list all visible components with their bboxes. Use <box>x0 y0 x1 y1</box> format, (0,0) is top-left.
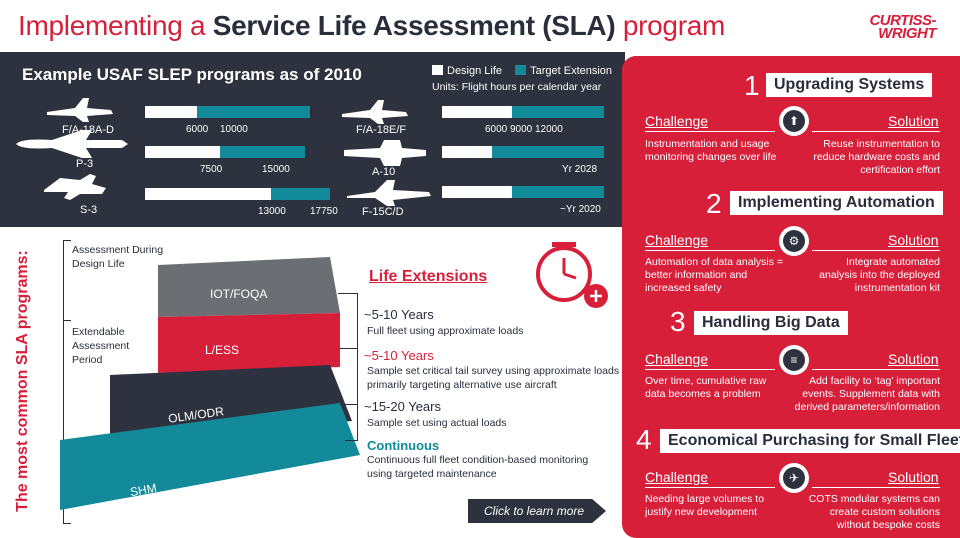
gears-icon: ⚙ <box>779 226 809 256</box>
life-extensions-title: Life Extensions <box>369 268 488 285</box>
challenge-text: Over time, cumulative raw data becomes a… <box>645 375 767 400</box>
program-label: P-3 <box>76 158 94 170</box>
challenge-text: Needing large volumes to justify new dev… <box>645 493 765 518</box>
tick-label: 10000 <box>220 124 248 135</box>
database-icon: ≡ <box>779 345 809 375</box>
clock-icon <box>536 242 608 308</box>
curtiss-wright-logo[interactable]: CURTISS- WRIGHT <box>869 12 936 42</box>
ext-years: ~15-20 Years <box>364 399 441 414</box>
block-less: L/ESS <box>205 343 240 357</box>
connector <box>340 404 358 405</box>
legend-target-swatch <box>515 65 527 75</box>
connector-vertical <box>357 293 358 440</box>
connector <box>338 293 358 294</box>
bar-p3 <box>145 146 305 158</box>
connector <box>340 348 358 349</box>
tick-label: 6000 <box>186 124 209 135</box>
divider <box>812 250 940 251</box>
section-title: Upgrading Systems <box>766 73 933 97</box>
solution-label: Solution <box>888 351 939 367</box>
solution-text: Reuse instrumentation to reduce hardware… <box>813 138 940 176</box>
solution-text: Add facility to ‘tag’ important events. … <box>794 375 940 413</box>
divider <box>812 131 940 132</box>
ext-years: ~5-10 Years <box>364 348 434 363</box>
slep-title: Example USAF SLEP programs as of 2010 <box>22 65 362 84</box>
section-number: 4 <box>636 424 652 455</box>
program-label: F-15C/D <box>362 206 404 218</box>
divider <box>645 369 775 370</box>
divider <box>812 487 940 488</box>
program-label: F/A-18E/F <box>356 124 407 136</box>
ext-desc: Sample set using actual loads <box>367 417 507 429</box>
section-number: 1 <box>744 70 760 101</box>
tick-label: 13000 <box>258 206 286 217</box>
tick-label: 9000 <box>510 124 533 135</box>
bracket-tick <box>63 240 71 241</box>
connector <box>345 440 358 441</box>
tick-label: 7500 <box>200 164 223 175</box>
p3-plane-icon <box>16 130 128 158</box>
solution-text: COTS modular systems can create custom s… <box>808 493 940 531</box>
ext-years: Continuous <box>367 438 440 453</box>
bar-a10 <box>442 146 604 158</box>
challenge-label: Challenge <box>645 469 709 485</box>
challenge-label: Challenge <box>645 351 709 367</box>
solution-text: Integrate automated analysis into the de… <box>819 256 940 294</box>
tick-label: 15000 <box>262 164 290 175</box>
fa18ef-plane-icon <box>342 100 408 124</box>
s3-plane-icon <box>44 174 106 200</box>
bar-f15 <box>442 186 604 198</box>
divider <box>812 369 940 370</box>
f15-plane-icon <box>347 180 431 206</box>
legend-design-swatch <box>432 65 443 75</box>
challenge-label: Challenge <box>645 113 709 129</box>
fa18-plane-icon <box>47 98 113 122</box>
learn-more-button[interactable]: Click to learn more <box>468 499 606 523</box>
bar-fa18ef <box>442 106 604 118</box>
challenge-text: Automation of data analysis = better inf… <box>645 256 784 294</box>
arrow-up-icon: ⬆ <box>779 106 809 136</box>
tick-label: Yr 2028 <box>562 164 598 175</box>
page-title: Implementing a Service Life Assessment (… <box>18 10 726 41</box>
block-iot-foqa: IOT/FOQA <box>210 287 268 301</box>
section-title: Economical Purchasing for Small Fleets <box>660 429 960 453</box>
bar-s3 <box>145 188 330 200</box>
divider <box>645 487 775 488</box>
tick-label: 12000 <box>535 124 563 135</box>
section-number: 3 <box>670 306 686 337</box>
ext-desc: Continuous full fleet condition-based mo… <box>367 454 589 480</box>
a10-plane-icon <box>344 140 426 166</box>
bracket-tick <box>63 523 71 524</box>
program-label: S-3 <box>80 204 98 216</box>
program-label: A-10 <box>372 166 396 178</box>
units-note: Units: Flight hours per calendar year <box>432 81 602 93</box>
section-title: Implementing Automation <box>730 191 943 215</box>
challenge-label: Challenge <box>645 232 709 248</box>
assessment-label: Assessment During Design Life <box>72 244 164 270</box>
solution-label: Solution <box>888 113 939 129</box>
divider <box>645 250 775 251</box>
ext-desc: Sample set critical tail survey using ap… <box>367 365 620 391</box>
sla-stack-graphic <box>60 257 360 510</box>
bracket-tick <box>63 320 71 321</box>
challenge-text: Instrumentation and usage monitoring cha… <box>645 138 777 163</box>
red-panel <box>622 56 960 538</box>
divider <box>645 131 775 132</box>
vertical-title: The most common SLA programs: <box>14 250 31 512</box>
ext-years: ~5-10 Years <box>364 307 434 322</box>
solution-label: Solution <box>888 469 939 485</box>
airplane-icon: ✈ <box>779 463 809 493</box>
extendable-label: Extendable Assessment Period <box>72 326 130 366</box>
bracket-line <box>63 240 64 524</box>
bar-fa18ad <box>145 106 310 118</box>
section-number: 2 <box>706 188 722 219</box>
tick-label: ~Yr 2020 <box>560 204 601 215</box>
section-title: Handling Big Data <box>694 311 848 335</box>
solution-label: Solution <box>888 232 939 248</box>
ext-desc: Full fleet using approximate loads <box>367 325 524 337</box>
tick-label: 6000 <box>485 124 508 135</box>
tick-label: 17750 <box>310 206 338 217</box>
legend: Design Life Target Extension <box>432 65 612 77</box>
